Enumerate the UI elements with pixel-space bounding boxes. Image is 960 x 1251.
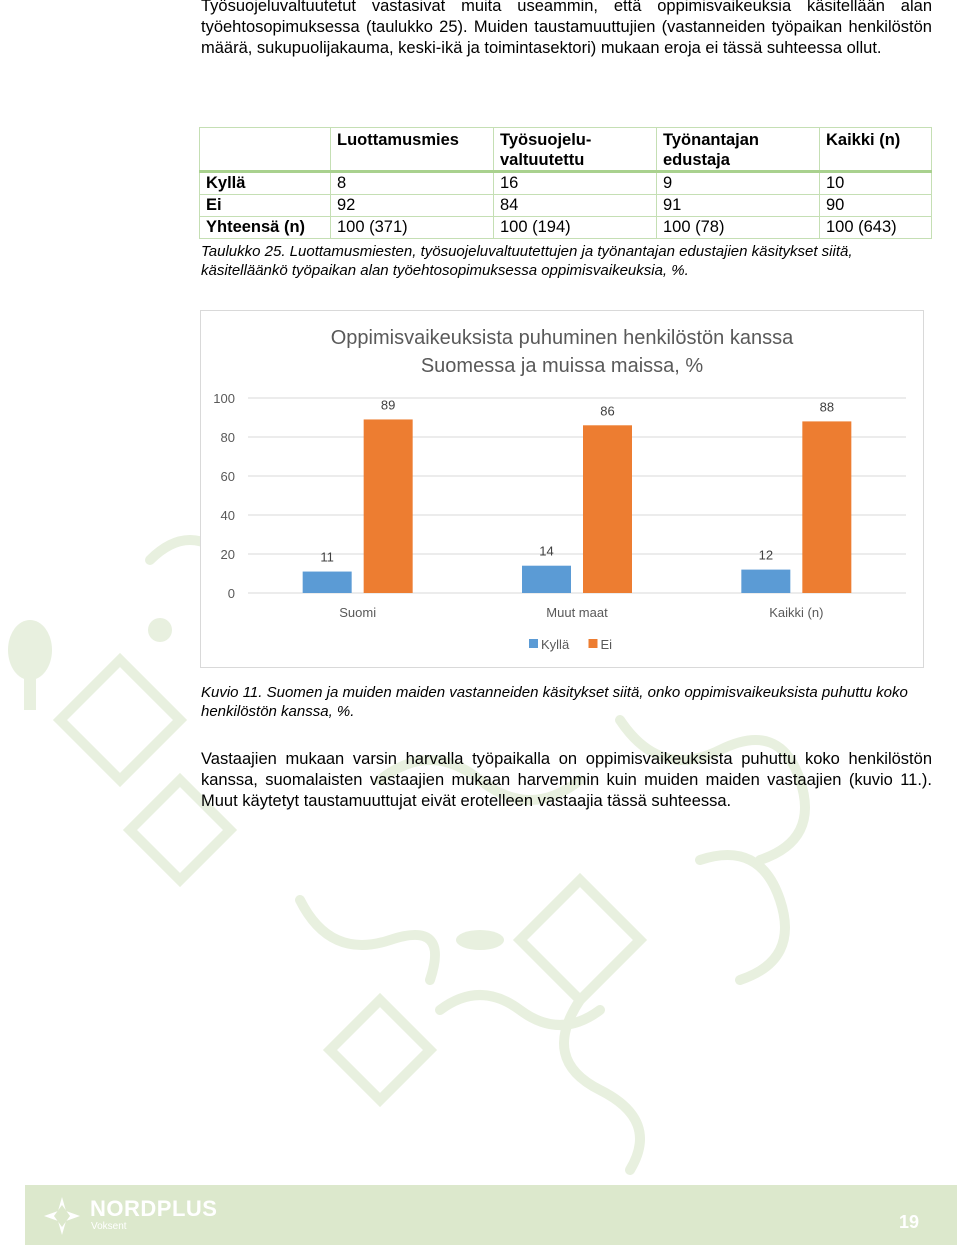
table-header-cell [199, 127, 331, 173]
data-label: 14 [539, 544, 553, 559]
y-tick-label: 40 [221, 508, 235, 523]
table-row-label: Kyllä [199, 171, 331, 195]
bar-kyll- [741, 569, 791, 593]
table-header-cell: Työsuojelu-valtuutettu [493, 127, 657, 173]
legend-label: Kyllä [541, 637, 570, 652]
footer-bar [25, 1185, 957, 1245]
bar-ei [583, 425, 632, 593]
y-tick-label: 80 [221, 430, 235, 445]
legend-swatch [588, 639, 598, 648]
data-label: 11 [320, 550, 334, 565]
footer-brand: NORDPLUS [90, 1196, 218, 1221]
bar-ei [802, 421, 852, 593]
table-header-cell: Työnantajan edustaja [656, 127, 820, 173]
table-cell: 100 (194) [493, 216, 657, 239]
table-cell: 100 (78) [656, 216, 820, 239]
page-number: 19 [899, 1212, 920, 1232]
table-cell: 100 (371) [330, 216, 494, 239]
legend-swatch [529, 639, 538, 648]
table-row: Yhteensä (n) 100 (371) 100 (194) 100 (78… [199, 216, 932, 239]
table-row-label: Yhteensä (n) [199, 216, 331, 239]
bar-kyll- [522, 565, 571, 593]
intro-paragraph: Työsuojeluvaltuutetut vastasivat muita u… [201, 0, 932, 57]
data-label: 89 [381, 397, 395, 412]
y-tick-label: 60 [221, 469, 235, 484]
figure-caption: Kuvio 11. Suomen ja muiden maiden vastan… [201, 684, 908, 720]
table-cell: 91 [656, 194, 820, 217]
x-category-label: Muut maat [546, 605, 608, 620]
data-label: 88 [820, 399, 834, 414]
nordplus-star-icon [44, 1197, 80, 1235]
survey-table: Luottamusmies Työsuojelu-valtuutettu Työ… [199, 127, 932, 239]
data-label: 86 [600, 403, 614, 418]
footer-subtitle: Voksent [91, 1221, 127, 1232]
chart-title-line: Oppimisvaikeuksista puhuminen henkilöstö… [331, 327, 794, 349]
y-tick-label: 100 [213, 391, 235, 406]
table-cell: 10 [819, 171, 932, 195]
table-header-cell: Kaikki (n) [819, 127, 932, 173]
data-label: 12 [759, 548, 773, 563]
table-header-row: Luottamusmies Työsuojelu-valtuutettu Työ… [199, 127, 932, 173]
y-tick-label: 20 [221, 547, 235, 562]
table-cell: 16 [493, 171, 657, 195]
x-category-label: Suomi [339, 605, 376, 620]
bar-kyll- [302, 571, 352, 593]
bar-ei [363, 419, 413, 593]
y-tick-label: 0 [228, 586, 235, 601]
legend-label: Ei [601, 637, 613, 652]
table-row: Kyllä 8 16 9 10 [199, 171, 932, 195]
table-cell: 100 (643) [819, 216, 932, 239]
table-caption: Taulukko 25. Luottamusmiesten, työsuojel… [201, 243, 853, 279]
chart-container: Oppimisvaikeuksista puhuminen henkilöstö… [200, 310, 924, 668]
chart-title-line: Suomessa ja muissa maissa, % [421, 355, 704, 377]
x-category-label: Kaikki (n) [769, 605, 823, 620]
closing-paragraph: Vastaajien mukaan varsin harvalla työpai… [201, 750, 932, 810]
